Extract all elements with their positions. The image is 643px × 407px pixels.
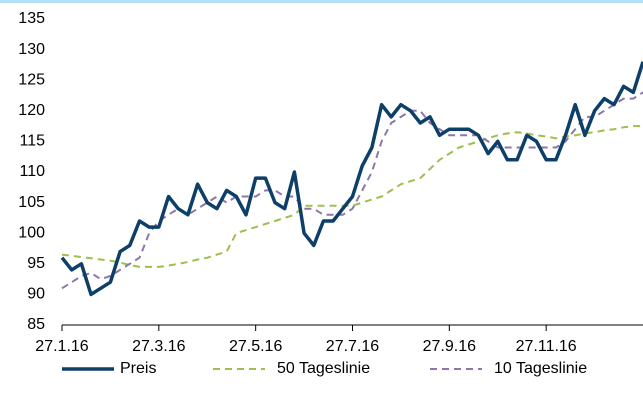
y-tick-label: 95 xyxy=(27,255,45,272)
line-series xyxy=(61,91,643,290)
y-tick-label: 125 xyxy=(18,71,45,88)
line-series xyxy=(60,61,643,297)
y-tick-label: 90 xyxy=(27,286,45,303)
legend-label: 10 Tageslinie xyxy=(494,360,587,377)
y-tick-label: 135 xyxy=(18,10,45,27)
y-tick-label: 120 xyxy=(18,102,45,119)
line-series xyxy=(61,125,643,268)
y-tick-label: 115 xyxy=(19,133,45,150)
top-border xyxy=(0,0,643,3)
y-tick-label: 110 xyxy=(19,163,45,180)
x-tick-label: 27.11.16 xyxy=(516,338,577,355)
y-tick-label: 105 xyxy=(18,194,45,211)
x-tick-label: 27.9.16 xyxy=(423,338,476,355)
y-tick-label: 130 xyxy=(18,41,45,58)
x-tick-label: 27.1.16 xyxy=(35,338,88,355)
y-tick-label: 85 xyxy=(27,316,45,333)
y-tick-label: 100 xyxy=(18,224,45,241)
legend-label: 50 Tageslinie xyxy=(277,360,370,377)
x-tick-label: 27.7.16 xyxy=(326,338,379,355)
legend-label: Preis xyxy=(120,360,156,377)
x-tick-label: 27.5.16 xyxy=(229,338,282,355)
x-tick-label: 27.3.16 xyxy=(132,338,185,355)
